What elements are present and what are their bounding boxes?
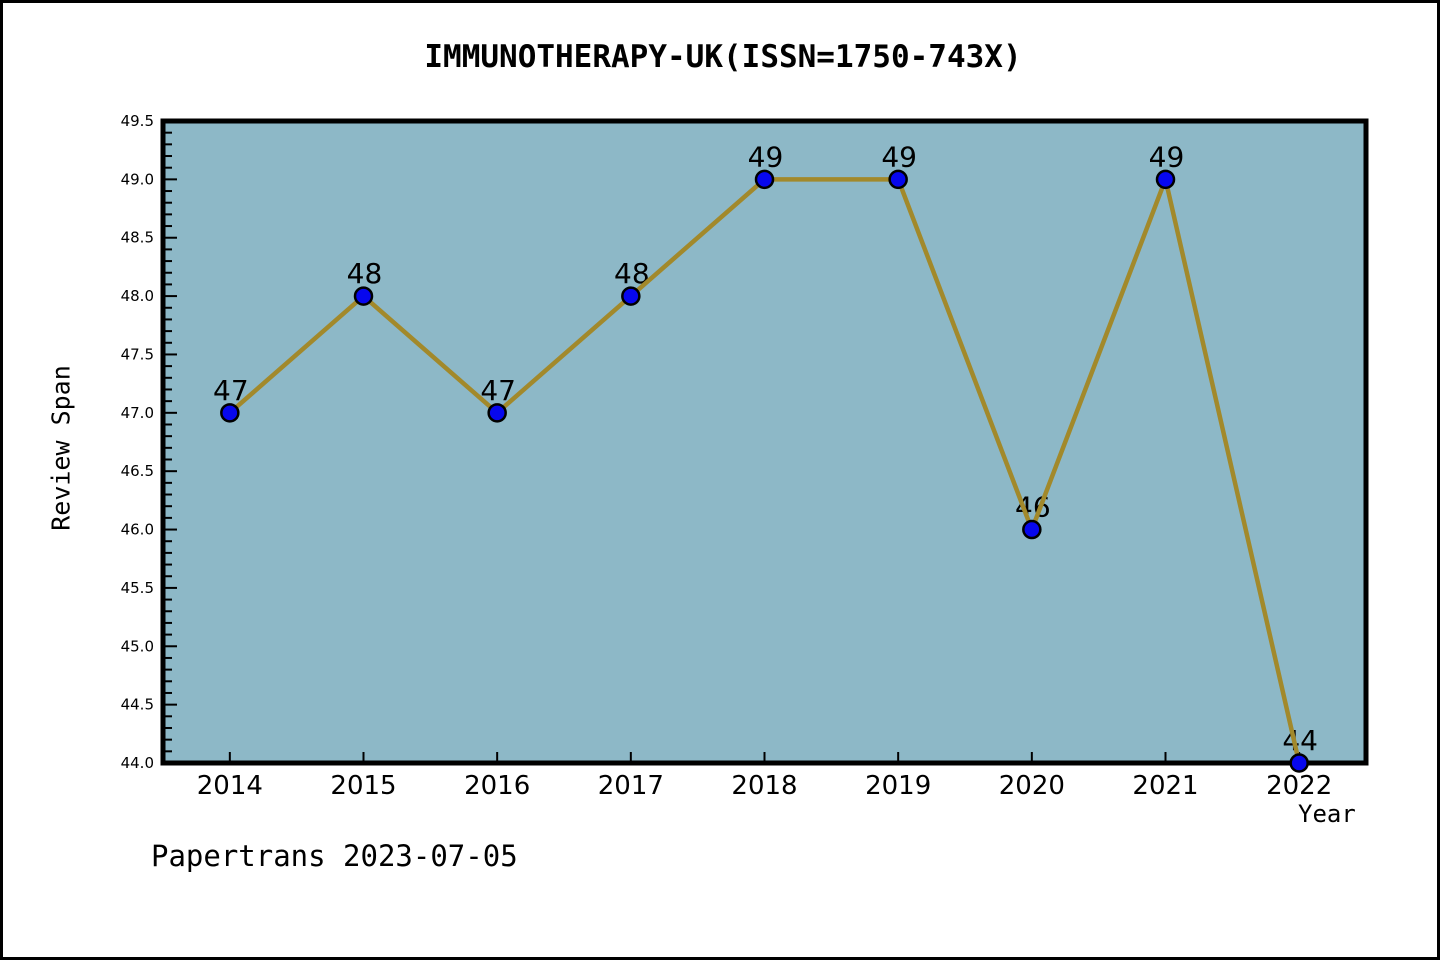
- y-axis-tick-label: 48.0: [121, 287, 154, 305]
- x-axis-tick-label: 2016: [464, 771, 530, 801]
- y-axis-tick-label: 47.0: [121, 404, 154, 422]
- data-point-label: 49: [1149, 140, 1185, 173]
- data-point-label: 44: [1282, 724, 1318, 757]
- plot-border: [160, 118, 1369, 766]
- watermark-text: Papertrans 2023-07-05: [151, 839, 518, 873]
- y-axis-tick-label: 45.5: [121, 579, 154, 597]
- x-axis-tick-label: 2021: [1132, 771, 1198, 801]
- y-axis-tick-label: 44.5: [121, 696, 154, 714]
- data-point-marker: [888, 169, 908, 190]
- chart-title: IMMUNOTHERAPY-UK(ISSN=1750-743X): [424, 39, 1022, 75]
- x-axis-title: Year: [1298, 800, 1356, 828]
- x-axis-tick-label: 2014: [197, 771, 263, 801]
- data-point-label: 49: [881, 140, 917, 173]
- data-point-marker: [220, 403, 240, 423]
- data-point-marker: [487, 403, 507, 423]
- data-point-marker: [1022, 519, 1042, 540]
- data-point-label: 49: [748, 140, 784, 173]
- y-axis-tick-label: 49.5: [121, 112, 154, 130]
- x-axis-tick-label: 2018: [731, 771, 797, 801]
- data-point-marker: [353, 286, 374, 306]
- data-point-marker: [754, 169, 775, 190]
- x-axis-tick-label: 2015: [330, 771, 396, 801]
- line-chart-plot: 44.0 44.5 45.0 45.5 46.0 46.5 47.0 47.5 48.0 48.5…: [121, 112, 1369, 801]
- x-axis-tick-label: 2019: [865, 771, 931, 801]
- x-axis-tick-label: 2020: [999, 771, 1065, 801]
- x-axis-tick-label: 2022: [1266, 771, 1332, 801]
- data-point-label: 48: [347, 257, 383, 290]
- y-axis-tick-label: 44.0: [121, 754, 154, 772]
- x-axis-tick-label: 2017: [598, 771, 664, 801]
- y-axis-tick-label: 45.0: [121, 637, 154, 655]
- data-point-marker: [1155, 169, 1176, 190]
- data-point-marker: [621, 286, 641, 306]
- y-axis-title-text: Review Span: [46, 365, 76, 531]
- y-axis-tick-label: 49.0: [121, 170, 154, 188]
- y-axis-tick-label: 46.0: [121, 521, 154, 539]
- y-axis-tick-label: 47.5: [121, 345, 154, 363]
- y-axis-tick-label: 48.5: [121, 229, 154, 247]
- data-point-marker: [1289, 753, 1309, 773]
- plot-area: [163, 121, 1366, 763]
- y-axis-tick-label: 46.5: [121, 462, 154, 480]
